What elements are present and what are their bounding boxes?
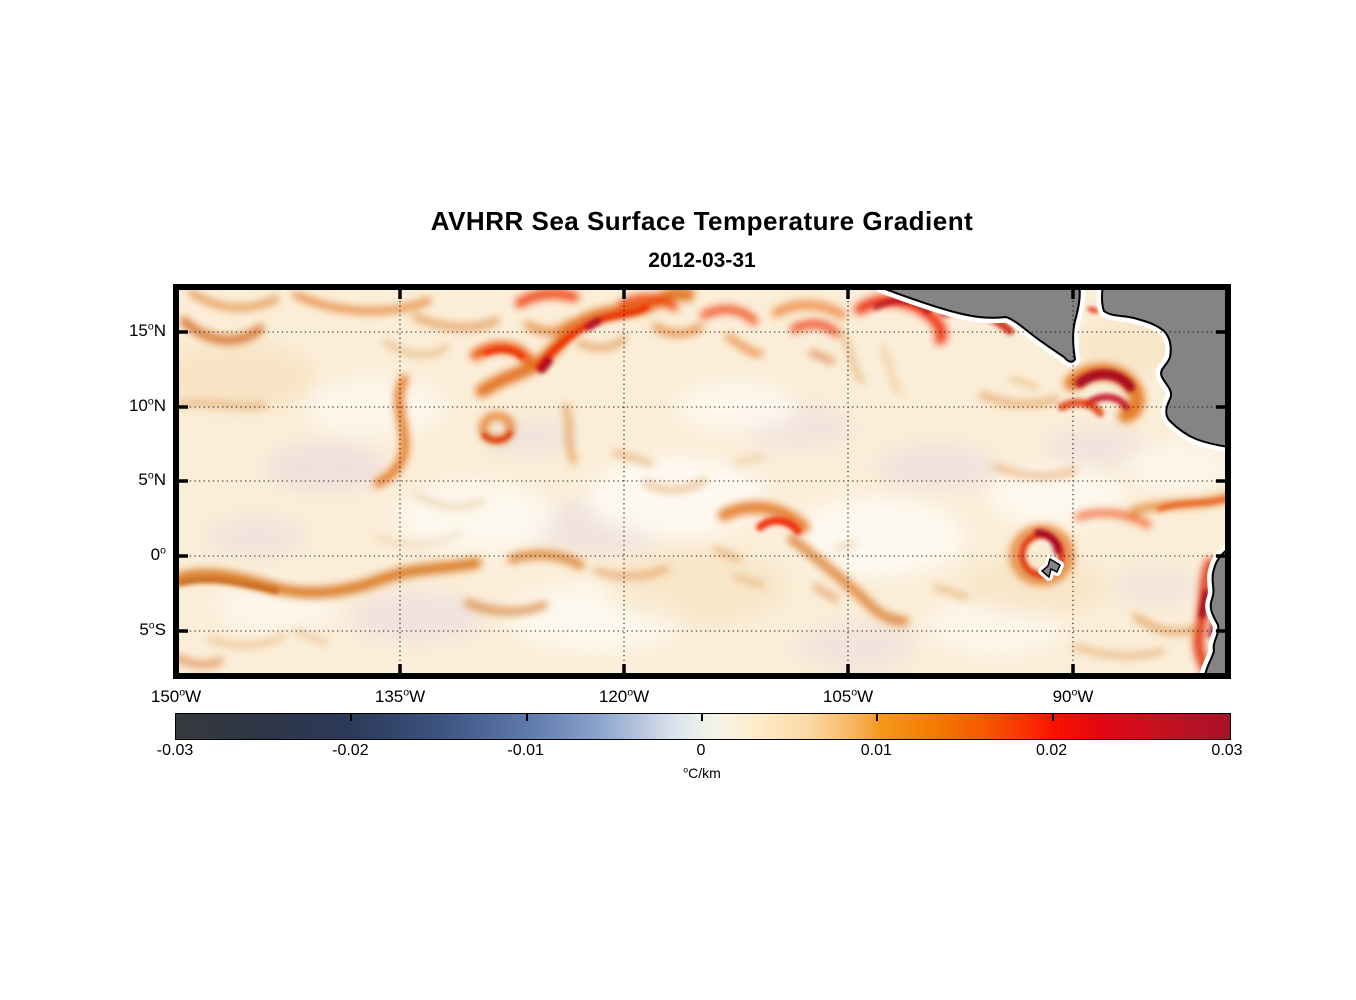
y-tick-label: 15oN xyxy=(128,320,166,340)
x-tick-label: 105oW xyxy=(822,686,874,706)
chart-title: AVHRR Sea Surface Temperature Gradient xyxy=(430,206,974,236)
y-tick-label: 10oN xyxy=(128,395,166,415)
x-tick-label: 150oW xyxy=(150,686,202,706)
colorbar-tick xyxy=(350,714,353,721)
colorbar-tick-label: 0.02 xyxy=(1036,742,1068,759)
gridlines-layer xyxy=(176,287,1228,676)
colorbar-tick-label: 0 xyxy=(696,742,706,759)
colorbar-tick-label: -0.01 xyxy=(507,742,544,759)
colorbar-tick xyxy=(525,714,528,721)
land-mexico xyxy=(878,287,1081,363)
colorbar-unit-label: oC/km xyxy=(683,764,721,781)
colorbar-tick xyxy=(1051,714,1054,721)
y-tick-label: 0o xyxy=(150,544,166,564)
landmass-layer xyxy=(871,287,1228,676)
axis-ticks-layer xyxy=(178,289,1226,674)
colorbar-tick-label: -0.02 xyxy=(332,742,369,759)
x-tick-label: 135oW xyxy=(374,686,426,706)
colorbar-tick-label: 0.03 xyxy=(1211,742,1243,759)
land-south-america xyxy=(1204,548,1228,676)
x-tick-label: 120oW xyxy=(598,686,650,706)
chart-date-subtitle: 2012-03-31 xyxy=(648,249,756,272)
island-galapagos xyxy=(1040,557,1061,579)
colorbar-gradient xyxy=(176,714,1230,739)
colorbar-tick-label: -0.03 xyxy=(156,742,194,759)
x-tick-label: 90oW xyxy=(1052,686,1094,706)
land-central-america xyxy=(1101,287,1228,448)
colorbar xyxy=(175,713,1231,740)
map-plot-area xyxy=(173,284,1231,679)
y-tick-label: 5oN xyxy=(138,469,166,489)
y-tick-label: 5oS xyxy=(139,619,166,639)
map-canvas xyxy=(176,287,1228,676)
colorbar-tick xyxy=(876,714,879,721)
colorbar-tick xyxy=(701,714,703,721)
colorbar-tick-label: 0.01 xyxy=(860,742,892,759)
